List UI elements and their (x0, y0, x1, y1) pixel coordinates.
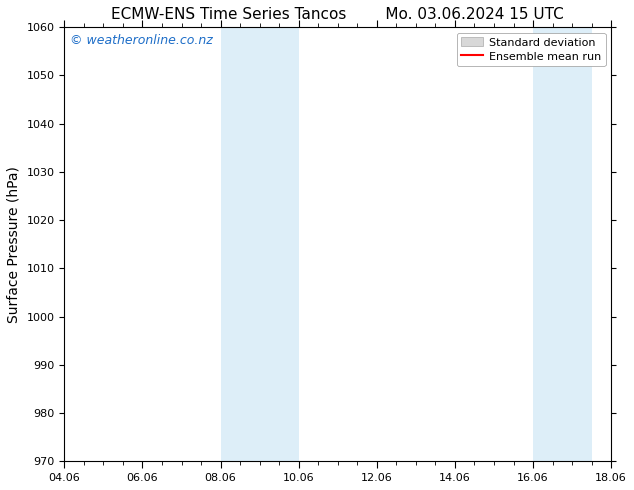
Legend: Standard deviation, Ensemble mean run: Standard deviation, Ensemble mean run (456, 33, 605, 66)
Bar (221, 27, 299, 461)
Y-axis label: Surface Pressure (hPa): Surface Pressure (hPa) (7, 166, 21, 323)
Title: ECMW-ENS Time Series Tancos        Mo. 03.06.2024 15 UTC: ECMW-ENS Time Series Tancos Mo. 03.06.20… (112, 7, 564, 22)
Text: © weatheronline.co.nz: © weatheronline.co.nz (70, 34, 212, 47)
Bar (533, 27, 592, 461)
